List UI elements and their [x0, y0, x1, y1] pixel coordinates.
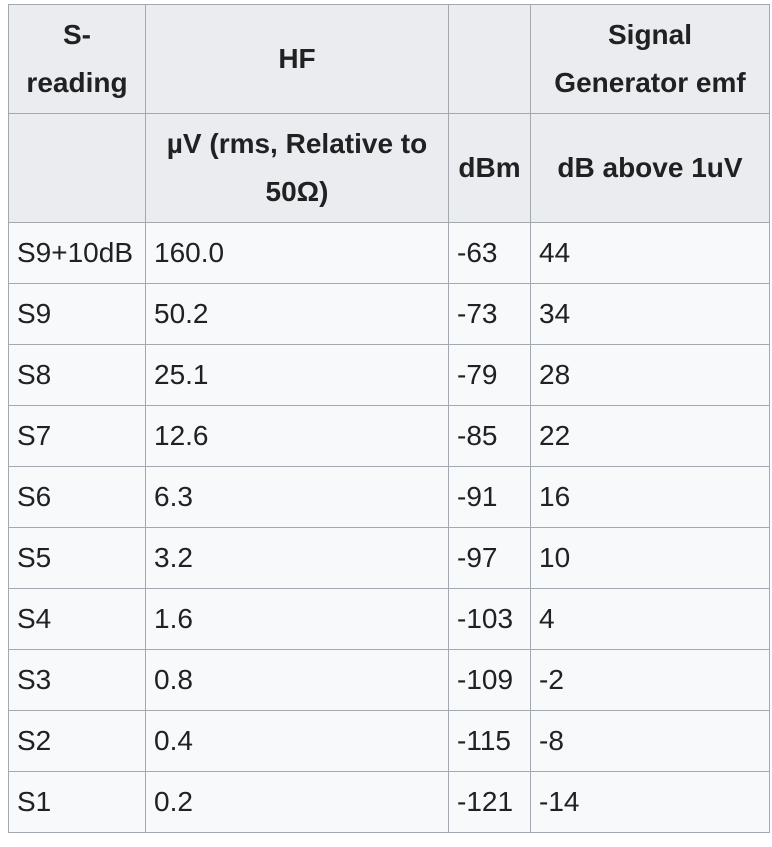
table-cell: -91 [448, 466, 531, 528]
table-cell: -14 [530, 771, 770, 833]
table-cell: 0.2 [145, 771, 449, 833]
header-cell: S-reading [8, 4, 146, 114]
table-cell: S8 [8, 344, 146, 406]
table-row: S2 0.4 -115 -8 [8, 710, 770, 772]
header-cell [448, 4, 531, 114]
table-cell: S1 [8, 771, 146, 833]
table-cell: S5 [8, 527, 146, 589]
table-cell: 0.4 [145, 710, 449, 772]
table-cell: 3.2 [145, 527, 449, 589]
table-cell: S9+10dB [8, 222, 146, 284]
table-row: S9 50.2 -73 34 [8, 283, 770, 345]
header-cell: Signal Generator emf [530, 4, 770, 114]
table-head: S-reading HF Signal Generator emf µV (rm… [8, 4, 770, 223]
table-body: S9+10dB 160.0 -63 44 S9 50.2 -73 34 S8 25.1 -79 28 S… [8, 222, 770, 833]
table-cell: -115 [448, 710, 531, 772]
table-cell: -109 [448, 649, 531, 711]
header-cell: dBm [448, 113, 531, 223]
table-cell: -85 [448, 405, 531, 467]
data-table: S-reading HF Signal Generator emf µV (rm… [8, 4, 770, 833]
table-row: S5 3.2 -97 10 [8, 527, 770, 589]
header-cell: HF [145, 4, 449, 114]
table-row: S3 0.8 -109 -2 [8, 649, 770, 711]
table-cell: 25.1 [145, 344, 449, 406]
header-cell: µV (rms, Relative to 50Ω) [145, 113, 449, 223]
table-row: S7 12.6 -85 22 [8, 405, 770, 467]
table-cell: 16 [530, 466, 770, 528]
table-row: S4 1.6 -103 4 [8, 588, 770, 650]
table-cell: 50.2 [145, 283, 449, 345]
table-cell: -121 [448, 771, 531, 833]
table-cell: 12.6 [145, 405, 449, 467]
table-cell: S2 [8, 710, 146, 772]
table-cell: 6.3 [145, 466, 449, 528]
header-cell: dB above 1uV [530, 113, 770, 223]
table-cell: 160.0 [145, 222, 449, 284]
table-cell: S7 [8, 405, 146, 467]
table-cell: 10 [530, 527, 770, 589]
table-cell: 0.8 [145, 649, 449, 711]
table-row: S1 0.2 -121 -14 [8, 771, 770, 833]
table-cell: -79 [448, 344, 531, 406]
table-cell: 22 [530, 405, 770, 467]
table-cell: S3 [8, 649, 146, 711]
table-cell: -2 [530, 649, 770, 711]
table-cell: 34 [530, 283, 770, 345]
table-cell: S4 [8, 588, 146, 650]
table-cell: S9 [8, 283, 146, 345]
table-cell: -63 [448, 222, 531, 284]
table-cell: -8 [530, 710, 770, 772]
table-cell: -103 [448, 588, 531, 650]
table-row: S9+10dB 160.0 -63 44 [8, 222, 770, 284]
header-cell [8, 113, 146, 223]
table-cell: 28 [530, 344, 770, 406]
table-cell: 4 [530, 588, 770, 650]
table-row: S6 6.3 -91 16 [8, 466, 770, 528]
table-cell: S6 [8, 466, 146, 528]
table-cell: 44 [530, 222, 770, 284]
table-cell: -97 [448, 527, 531, 589]
header-row: S-reading HF Signal Generator emf [8, 4, 770, 114]
subheader-row: µV (rms, Relative to 50Ω) dBm dB above 1… [8, 113, 770, 223]
table-cell: 1.6 [145, 588, 449, 650]
table-row: S8 25.1 -79 28 [8, 344, 770, 406]
table-cell: -73 [448, 283, 531, 345]
